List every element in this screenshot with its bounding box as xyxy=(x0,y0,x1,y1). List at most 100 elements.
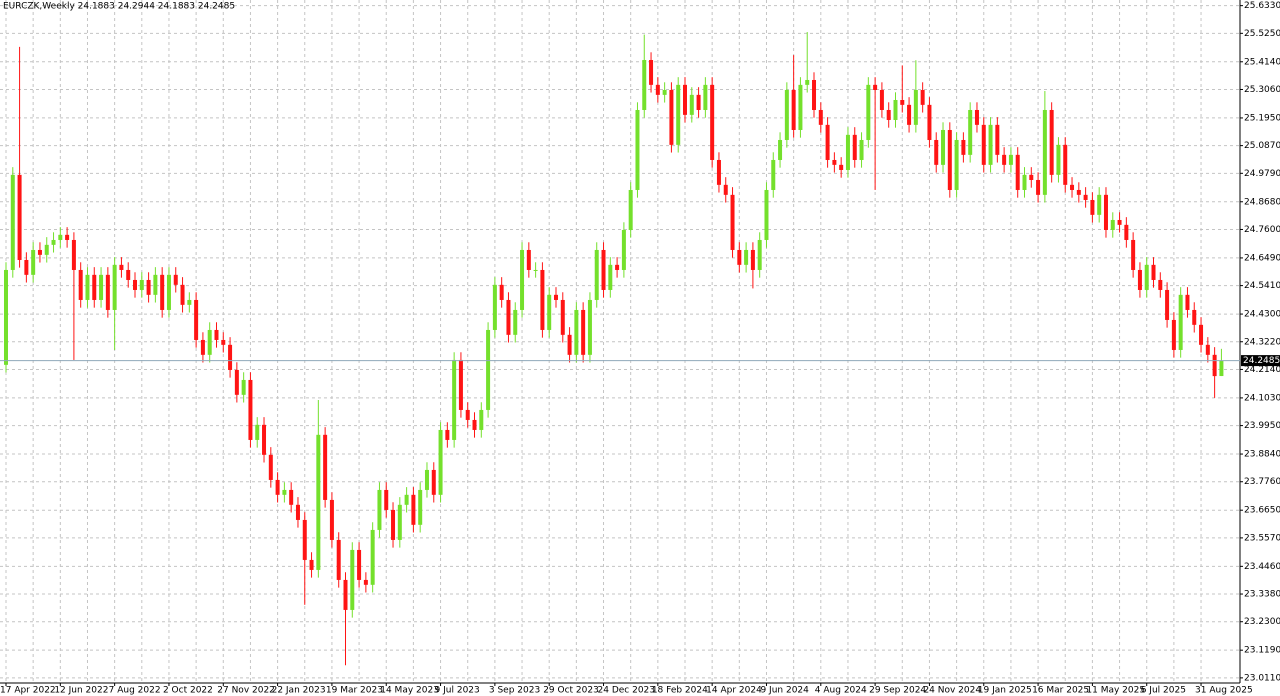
candle-body xyxy=(458,359,463,410)
candle-body xyxy=(1205,344,1210,355)
candle-body xyxy=(608,264,613,290)
candle-body xyxy=(954,139,959,190)
y-tick-label: 24.6490 xyxy=(1244,253,1280,263)
candle-body xyxy=(798,84,803,130)
candle-body xyxy=(696,94,701,110)
candle-body xyxy=(479,409,484,430)
candle-body xyxy=(1056,144,1061,175)
candle-body xyxy=(859,139,864,160)
candle-body xyxy=(499,284,504,300)
candle-body xyxy=(1192,309,1197,325)
candle-body xyxy=(418,489,423,525)
candle-body xyxy=(669,89,674,145)
candle-body xyxy=(472,419,477,430)
candle-body xyxy=(275,479,280,495)
candle-body xyxy=(1076,189,1081,195)
candle-body xyxy=(37,249,42,255)
candle-body xyxy=(1144,264,1149,290)
candle-body xyxy=(105,274,110,310)
candle-body xyxy=(900,99,905,105)
last-price-label: 24.2485 xyxy=(1243,356,1280,366)
y-tick-label: 25.0870 xyxy=(1244,141,1280,151)
candle-body xyxy=(710,84,715,160)
y-tick-label: 23.7760 xyxy=(1244,477,1280,487)
candle-body xyxy=(486,329,491,410)
y-tick-label: 24.4300 xyxy=(1244,310,1280,320)
candle-body xyxy=(1097,194,1102,215)
candle-body xyxy=(812,79,817,110)
candle-body xyxy=(635,109,640,190)
y-tick-label: 25.6330 xyxy=(1244,1,1280,11)
candle-body xyxy=(723,184,728,195)
y-tick-label: 23.0110 xyxy=(1244,673,1280,683)
y-tick-label: 23.9950 xyxy=(1244,421,1280,431)
candle-body xyxy=(961,139,966,155)
chart-title: EURCZK,Weekly 24.1883 24.2944 24.1883 24… xyxy=(3,2,235,12)
x-tick-label: 22 Jan 2023 xyxy=(272,686,326,696)
y-tick-label: 24.7600 xyxy=(1244,225,1280,235)
candle-body xyxy=(465,409,470,420)
candle-body xyxy=(262,424,267,455)
last-price-box xyxy=(1241,355,1280,367)
y-tick-label: 25.3060 xyxy=(1244,85,1280,95)
candle-body xyxy=(234,369,239,395)
candle-body xyxy=(228,344,233,370)
y-tick-label: 24.8680 xyxy=(1244,197,1280,207)
candle-body xyxy=(10,174,15,270)
candle-body xyxy=(119,264,124,270)
candle-body xyxy=(757,239,762,270)
candle-body xyxy=(1008,154,1013,165)
candle-body xyxy=(581,309,586,355)
candle-body xyxy=(981,124,986,165)
candle-body xyxy=(1015,154,1020,190)
candle-body xyxy=(350,549,355,610)
x-tick-label: 27 Nov 2022 xyxy=(217,686,275,696)
candle-body xyxy=(411,494,416,525)
candle-body xyxy=(1063,144,1068,185)
candle-body xyxy=(1002,154,1007,165)
y-tick-label: 23.5570 xyxy=(1244,533,1280,543)
candle-body xyxy=(750,249,755,270)
candle-body xyxy=(1022,174,1027,190)
x-tick-label: 9 Jun 2024 xyxy=(760,686,809,696)
candle-body xyxy=(737,249,742,265)
candle-body xyxy=(601,249,606,290)
y-tick-label: 24.9790 xyxy=(1244,169,1280,179)
candle-body xyxy=(1070,184,1075,190)
candle-body xyxy=(255,424,260,440)
x-tick-label: 24 Dec 2023 xyxy=(598,686,656,696)
x-tick-label: 9 Jul 2023 xyxy=(435,686,480,696)
candle-body xyxy=(187,299,192,305)
candle-body xyxy=(282,489,287,495)
candle-body xyxy=(1165,289,1170,320)
candle-body xyxy=(968,109,973,155)
candle-body xyxy=(241,379,246,395)
candle-body xyxy=(65,234,70,240)
candle-body xyxy=(173,274,178,285)
candle-body xyxy=(397,504,402,540)
candle-body xyxy=(85,274,90,300)
candle-body xyxy=(553,294,558,300)
candle-body xyxy=(920,89,925,105)
y-tick-label: 23.2300 xyxy=(1244,617,1280,627)
candle-body xyxy=(934,139,939,165)
candle-body xyxy=(818,109,823,125)
candle-body xyxy=(594,249,599,300)
candle-body xyxy=(1042,109,1047,195)
candle-body xyxy=(628,189,633,230)
x-tick-label: 14 Apr 2024 xyxy=(706,686,762,696)
candle-body xyxy=(1199,324,1204,345)
y-tick-label: 25.5250 xyxy=(1244,29,1280,39)
y-tick-label: 24.3220 xyxy=(1244,337,1280,347)
candle-body xyxy=(540,269,545,330)
y-tick-label: 23.8840 xyxy=(1244,450,1280,460)
candle-body xyxy=(166,274,171,310)
candle-body xyxy=(621,229,626,270)
candle-body xyxy=(730,194,735,250)
candle-body xyxy=(391,509,396,540)
candle-body xyxy=(1131,239,1136,270)
candle-body xyxy=(547,294,552,330)
candle-body xyxy=(947,129,952,190)
candle-body xyxy=(71,239,76,270)
